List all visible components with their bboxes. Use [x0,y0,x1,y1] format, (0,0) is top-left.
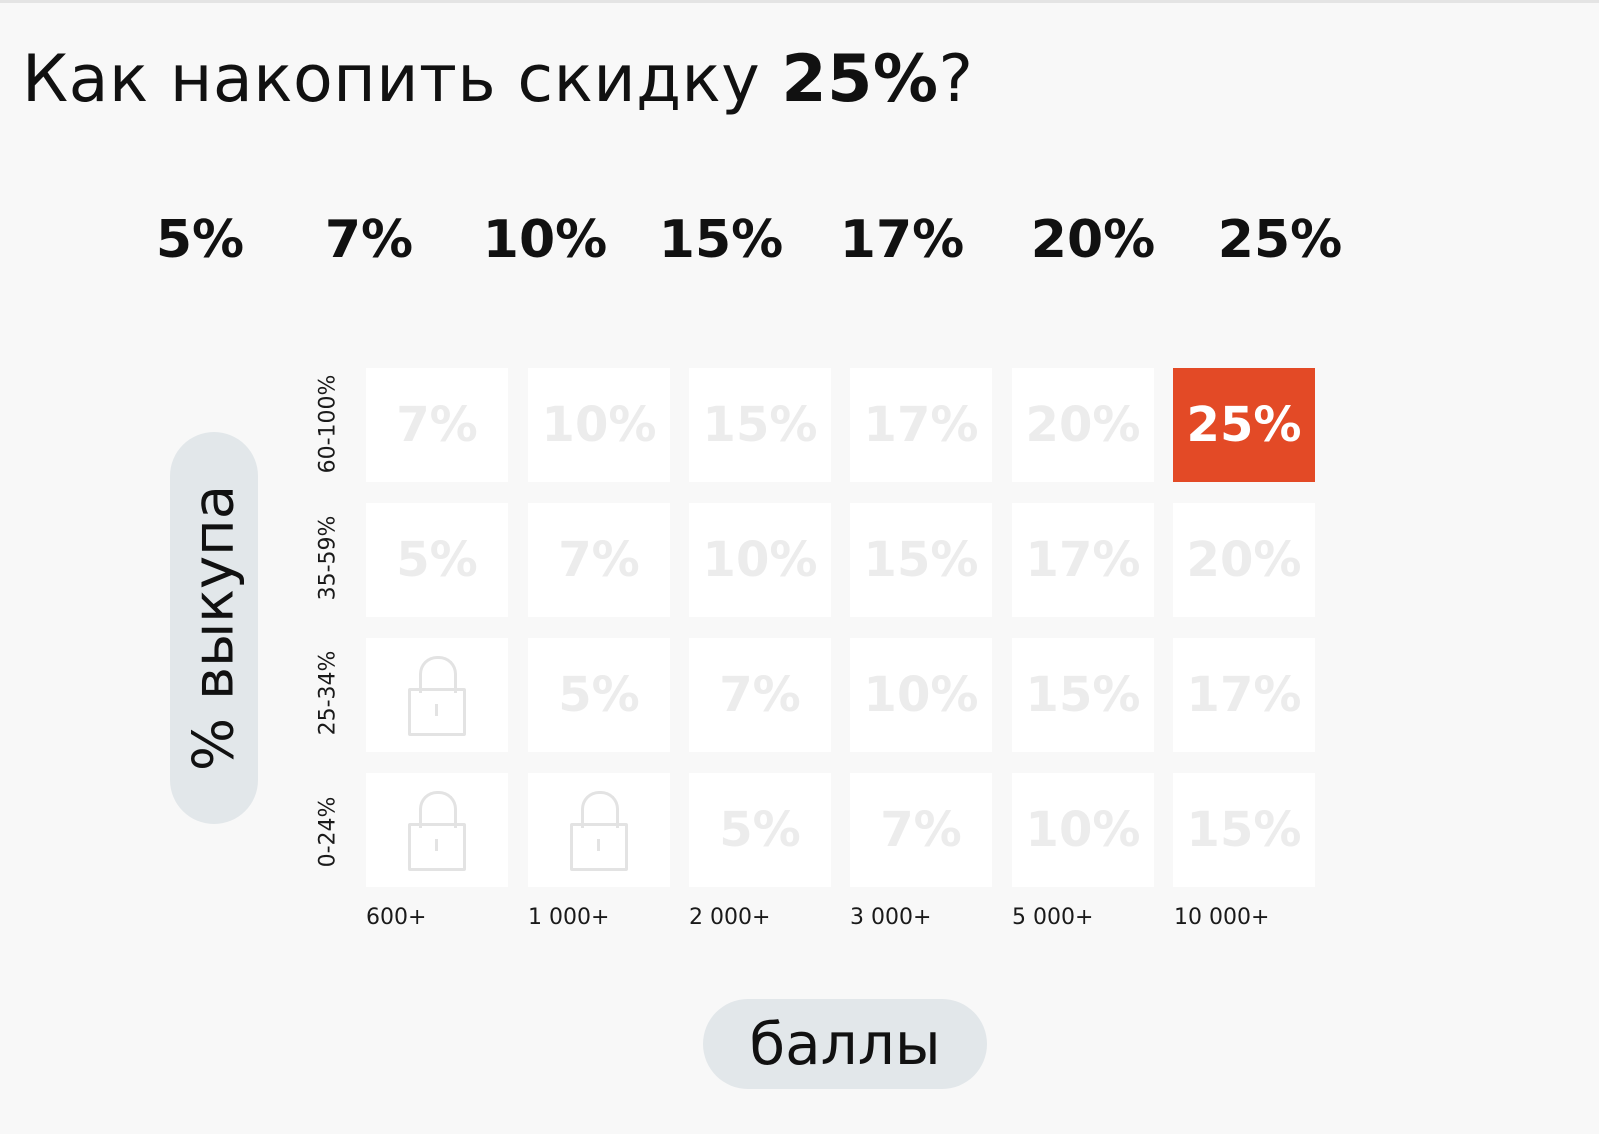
grid-cell: 10% [528,368,670,482]
grid-cell-value: 25% [1186,397,1302,453]
lock-icon [408,791,466,871]
col-label-10000: 10 000+ [1174,905,1270,930]
col-label-3000: 3 000+ [850,905,932,930]
grid-cell-value: 5% [558,667,640,723]
title-suffix: ? [938,42,974,117]
grid-cell-value: 17% [1025,532,1141,588]
grid-cell-value: 7% [558,532,640,588]
page-title: Как накопить скидку 25%? [22,42,974,117]
grid-cell-value: 5% [396,532,478,588]
grid-cell: 7% [850,773,992,887]
grid-cell-value: 15% [863,532,979,588]
grid-cell: 20% [1173,503,1315,617]
grid-cell-value: 17% [1186,667,1302,723]
grid-cell: 7% [366,368,508,482]
grid-cell-value: 5% [719,802,801,858]
grid-cell: 15% [1173,773,1315,887]
title-prefix: Как накопить скидку [22,42,782,117]
grid-cell: 17% [1173,638,1315,752]
lock-icon [570,791,628,871]
grid-cell-value: 10% [1025,802,1141,858]
grid-cell-value: 20% [1025,397,1141,453]
level-20: 20% [1030,210,1156,270]
grid-cell-value: 7% [719,667,801,723]
x-axis-label: баллы [749,1010,941,1078]
level-5: 5% [155,210,245,270]
grid-cell: 15% [689,368,831,482]
grid-cell: 7% [689,638,831,752]
grid-cell-value: 15% [702,397,818,453]
grid-cell-locked [366,638,508,752]
y-axis-label: % выкупа [181,484,247,772]
grid-cell: 17% [1012,503,1154,617]
col-label-600: 600+ [366,905,427,930]
grid-cell: 10% [1012,773,1154,887]
grid-cell-value: 10% [863,667,979,723]
grid-cell: 17% [850,368,992,482]
grid-cell: 5% [689,773,831,887]
level-17: 17% [839,210,965,270]
grid-cell-value: 10% [702,532,818,588]
row-label-60-100: 60-100% [315,374,341,474]
level-25: 25% [1217,210,1343,270]
col-label-5000: 5 000+ [1012,905,1094,930]
level-15: 15% [658,210,784,270]
grid-cell: 10% [850,638,992,752]
grid-cell-value: 10% [541,397,657,453]
row-label-35-59: 35-59% [315,515,341,601]
grid-cell-value: 7% [880,802,962,858]
level-7: 7% [324,210,414,270]
grid-cell: 10% [689,503,831,617]
level-10: 10% [482,210,608,270]
col-label-1000: 1 000+ [528,905,610,930]
grid-cell-value: 15% [1186,802,1302,858]
grid-cell-locked [366,773,508,887]
grid-cell-value: 17% [863,397,979,453]
grid-cell-value: 20% [1186,532,1302,588]
grid-cell-locked [528,773,670,887]
title-highlight: 25% [781,42,939,117]
grid-cell: 7% [528,503,670,617]
grid-cell: 15% [850,503,992,617]
top-divider [0,0,1599,3]
x-axis-pill: баллы [703,999,987,1089]
grid-cell-value: 15% [1025,667,1141,723]
grid-cell-value: 7% [396,397,478,453]
lock-icon [408,656,466,736]
discount-levels: 5% 7% 10% 15% 17% 20% 25% [0,210,1599,280]
grid-cell: 5% [528,638,670,752]
grid-cell: 5% [366,503,508,617]
row-label-25-34: 25-34% [315,650,341,736]
y-axis-pill: % выкупа [170,432,258,824]
row-label-0-24: 0-24% [315,796,341,868]
grid-cell: 20% [1012,368,1154,482]
grid-cell: 15% [1012,638,1154,752]
col-label-2000: 2 000+ [689,905,771,930]
grid-cell-highlighted: 25% [1173,368,1315,482]
